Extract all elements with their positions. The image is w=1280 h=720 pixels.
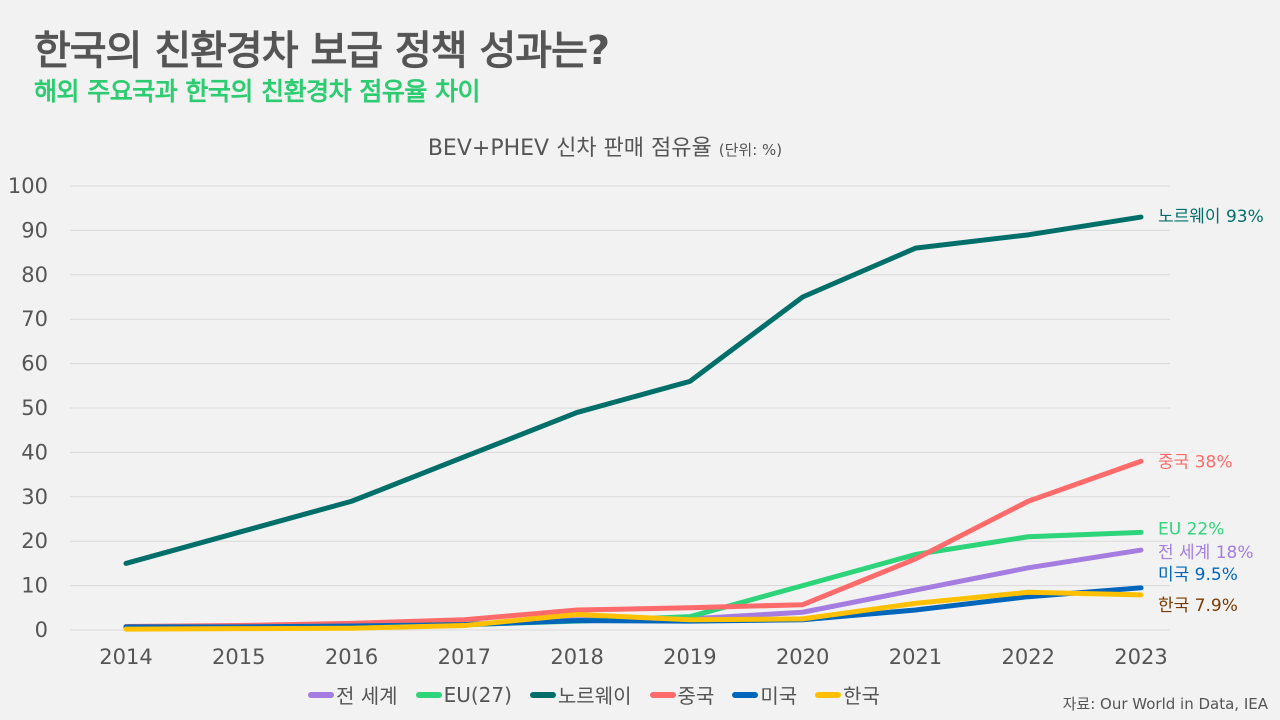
end-label: 노르웨이 93% — [1158, 207, 1264, 227]
series-line-2 — [123, 214, 1144, 566]
end-label: 중국 38% — [1158, 452, 1232, 472]
y-tick-label: 80 — [21, 263, 48, 287]
chart-title: BEV+PHEV 신차 판매 점유율 (단위: %) — [0, 130, 1210, 162]
page-subtitle: 해외 주요국과 한국의 친환경차 점유율 차이 — [34, 77, 481, 106]
legend-item: 한국 — [815, 680, 880, 709]
legend-swatch — [308, 691, 334, 698]
y-tick-label: 10 — [21, 574, 48, 598]
end-label: EU 22% — [1158, 519, 1224, 539]
series-line-5 — [123, 589, 1144, 632]
end-label: 전 세계 18% — [1158, 543, 1254, 563]
legend-label: 한국 — [843, 684, 880, 708]
y-tick-label: 30 — [21, 485, 48, 509]
legend-item: 중국 — [649, 680, 715, 709]
x-tick-label: 2019 — [663, 645, 716, 669]
legend-item: 노르웨이 — [529, 680, 632, 709]
legend-swatch — [529, 691, 556, 698]
x-tick-label: 2015 — [212, 645, 265, 669]
chart-unit-label: (단위: %) — [718, 141, 783, 159]
legend-label: 노르웨이 — [557, 684, 632, 708]
legend-swatch — [649, 691, 676, 698]
y-axis-ticks: 0 10 20 30 40 50 60 70 80 90 100 — [8, 174, 48, 642]
x-tick-label: 2014 — [99, 645, 152, 669]
series-line-1 — [123, 529, 1144, 631]
legend-swatch — [732, 691, 759, 698]
series-lines — [123, 214, 1144, 632]
chart-title-text: BEV+PHEV 신차 판매 점유율 — [427, 136, 712, 161]
legend-label: 전 세계 — [336, 684, 398, 708]
y-tick-label: 50 — [21, 396, 48, 420]
y-tick-label: 40 — [21, 440, 48, 464]
legend-swatch — [815, 691, 842, 698]
x-tick-label: 2017 — [438, 645, 491, 669]
x-tick-label: 2023 — [1114, 645, 1167, 669]
x-axis-ticks: 2014 2015 2016 2017 2018 2019 2020 2021 2022 2023 — [99, 645, 1167, 669]
legend-label: 미국 — [760, 684, 798, 708]
end-label: 미국 9.5% — [1158, 565, 1238, 585]
legend: 전 세계 EU(27) 노르웨이 중국 미국 한국 — [308, 680, 880, 709]
legend-item: EU(27) — [415, 682, 512, 707]
legend-label: 중국 — [677, 684, 715, 708]
legend-item: 미국 — [732, 680, 797, 709]
x-tick-label: 2020 — [776, 645, 829, 669]
source-note: 자료: Our World in Data, IEA — [1062, 695, 1268, 713]
x-tick-label: 2016 — [325, 645, 378, 669]
end-labels: 전 세계 18% EU 22% 노르웨이 93% 중국 38% 미국 9.5% 한국 7.… — [1158, 207, 1264, 616]
y-tick-label: 70 — [21, 307, 48, 331]
x-tick-label: 2018 — [550, 645, 603, 669]
y-tick-label: 60 — [21, 352, 48, 376]
legend-swatch — [415, 691, 442, 698]
y-tick-label: 100 — [8, 174, 48, 198]
gridlines — [70, 185, 1170, 631]
y-tick-label: 20 — [21, 529, 48, 553]
end-label: 한국 7.9% — [1158, 596, 1238, 616]
y-tick-label: 90 — [21, 218, 48, 242]
legend-item: 전 세계 — [308, 680, 398, 709]
page-title: 한국의 친환경차 보급 정책 성과는? — [34, 28, 610, 74]
x-tick-label: 2022 — [1001, 645, 1054, 669]
x-tick-label: 2021 — [889, 645, 942, 669]
y-tick-label: 0 — [35, 618, 48, 642]
legend-label: EU(27) — [443, 682, 512, 707]
